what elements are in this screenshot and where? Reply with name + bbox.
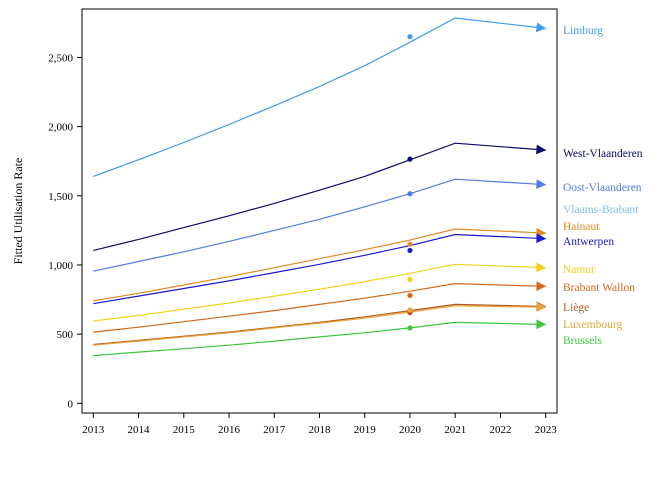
x-tick-label: 2021 xyxy=(444,424,466,436)
label-limburg: Limburg xyxy=(563,25,603,37)
y-tick-label: 500 xyxy=(57,329,74,341)
label-west-vlaanderen: West-Vlaanderen xyxy=(563,148,643,160)
x-tick-label: 2017 xyxy=(263,424,286,436)
observed-points xyxy=(407,34,413,331)
y-axis: 0 500 1,000 1,500 2,000 2,500 xyxy=(48,52,82,410)
x-tick-label: 2022 xyxy=(489,424,511,436)
series-line-brussels xyxy=(93,321,546,357)
y-tick-label: 2,500 xyxy=(48,52,73,64)
observed-point-limburg xyxy=(407,34,413,40)
observed-point-brabant-wallon xyxy=(407,292,413,298)
label-oost-vlaanderen: Oost-Vlaanderen xyxy=(563,182,642,194)
label-namur: Namur xyxy=(563,264,595,276)
label-luxembourg: Luxembourg xyxy=(563,319,622,331)
x-tick-label: 2016 xyxy=(218,424,241,436)
y-tick-label: 1,000 xyxy=(48,260,73,272)
y-tick-label: 2,000 xyxy=(48,122,73,134)
series-line-limburg xyxy=(93,17,546,177)
x-tick-label: 2015 xyxy=(173,424,196,436)
x-axis: 2013 2014 2015 2016 2017 2018 2019 2020 2021 2022… xyxy=(82,413,557,436)
label-antwerpen: Antwerpen xyxy=(563,236,614,248)
series-arrow-west-vlaanderen xyxy=(536,144,547,155)
label-liege: Liège xyxy=(563,302,589,314)
series-line-luxembourg xyxy=(93,305,546,346)
series-arrow-brussels xyxy=(536,319,547,330)
series-line-namur xyxy=(93,263,546,322)
observed-point-oost-vlaanderen xyxy=(407,191,413,197)
observed-point-brussels xyxy=(407,325,413,331)
observed-point-namur xyxy=(407,276,413,283)
x-tick-label: 2018 xyxy=(309,424,332,436)
series-line-li-ge xyxy=(93,303,546,346)
plot-frame xyxy=(81,8,558,414)
series-arrow-namur xyxy=(536,262,547,273)
series-line-west-vlaanderen xyxy=(93,142,546,251)
region-labels: Limburg West-Vlaanderen Oost-Vlaanderen … xyxy=(563,25,643,347)
observed-point-luxembourg xyxy=(407,307,413,313)
y-tick-label: 1,500 xyxy=(48,191,73,203)
label-brabant-wallon: Brabant Wallon xyxy=(563,282,635,294)
x-tick-label: 2020 xyxy=(399,424,422,436)
x-tick-label: 2014 xyxy=(128,424,151,436)
label-vlaams-brabant: Vlaams-Brabant xyxy=(563,204,639,216)
observed-point-west-vlaanderen xyxy=(407,156,413,162)
label-hainaut: Hainaut xyxy=(563,221,600,233)
x-tick-label: 2023 xyxy=(535,424,558,436)
series-arrow-limburg xyxy=(535,22,547,33)
series-line-oost-vlaanderen xyxy=(93,178,546,272)
series-arrow-brabant-wallon xyxy=(536,281,547,292)
series-line-hainaut xyxy=(93,228,546,302)
y-tick-label: 0 xyxy=(68,398,74,410)
series-line-antwerpen xyxy=(93,233,546,305)
observed-point-antwerpen xyxy=(407,247,413,254)
label-brussels: Brussels xyxy=(563,335,603,347)
y-axis-title: Fitted Utilisation Rate xyxy=(11,158,25,265)
x-tick-label: 2019 xyxy=(354,424,377,436)
series-arrow-luxembourg xyxy=(536,302,547,312)
series-lines xyxy=(93,17,547,357)
series-line-brabant-wallon xyxy=(93,282,546,333)
series-arrow-antwerpen xyxy=(536,233,547,244)
series-arrow-oost-vlaanderen xyxy=(536,179,547,190)
x-tick-label: 2013 xyxy=(82,424,105,436)
observed-point-hainaut xyxy=(407,241,413,247)
